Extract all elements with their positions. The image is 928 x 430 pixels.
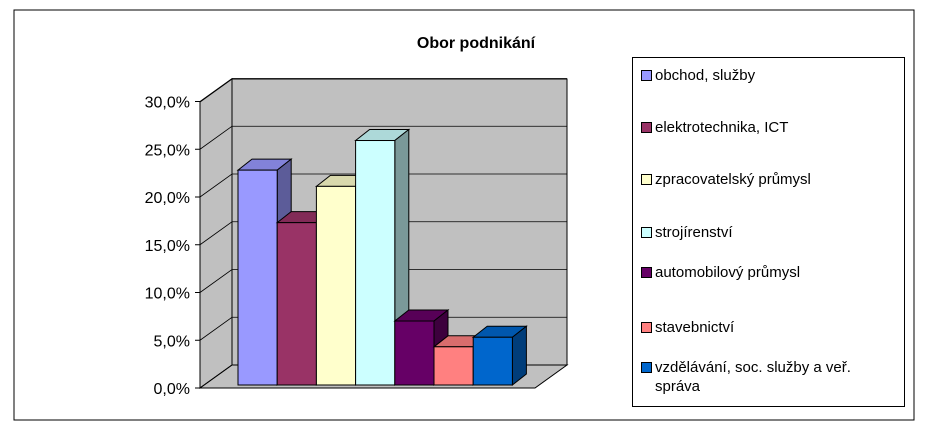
legend: obchod, služby elektrotechnika, ICT zpraco… xyxy=(632,57,905,407)
bar xyxy=(472,336,513,386)
y-tick-label: 0,0% xyxy=(154,381,190,398)
y-tick-label: 20,0% xyxy=(145,190,190,207)
legend-item: zpracovatelský průmysl xyxy=(641,170,891,189)
chart-title: Obor podnikání xyxy=(417,35,536,52)
bar-side xyxy=(511,325,527,387)
legend-swatch xyxy=(641,267,652,278)
bar xyxy=(355,140,396,386)
legend-swatch xyxy=(641,122,652,133)
legend-item: obchod, služby xyxy=(641,66,891,85)
legend-label: obchod, služby xyxy=(655,67,756,84)
legend-label: zpracovatelský průmysl xyxy=(655,171,811,188)
bar xyxy=(276,222,317,386)
y-tick-label: 10,0% xyxy=(145,286,190,303)
legend-label: automobilový průmysl xyxy=(655,264,801,281)
y-tick-label: 5,0% xyxy=(154,333,190,350)
legend-item: vzdělávání, soc. služby a veř. správa xyxy=(641,358,891,396)
grid-line xyxy=(199,269,567,293)
legend-item: automobilový průmysl xyxy=(641,263,891,282)
legend-swatch xyxy=(641,362,652,373)
grid-line xyxy=(199,316,567,341)
legend-label: vzdělávání, soc. služby a veř. správa xyxy=(655,359,851,395)
legend-label: stavebnictví xyxy=(655,319,735,336)
legend-item: elektrotechnika, ICT xyxy=(641,118,891,137)
grid-line xyxy=(199,221,567,246)
bar xyxy=(433,346,474,386)
grid-line xyxy=(199,125,567,150)
legend-swatch xyxy=(641,322,652,333)
legend-swatch xyxy=(641,227,652,238)
grid-line xyxy=(199,78,567,102)
legend-swatch xyxy=(641,70,652,81)
legend-item: strojírenství xyxy=(641,223,891,242)
y-tick-label: 15,0% xyxy=(145,238,190,255)
y-tick-label: 30,0% xyxy=(145,95,190,112)
legend-swatch xyxy=(641,174,652,185)
y-tick-label: 25,0% xyxy=(145,142,190,159)
legend-label: elektrotechnika, ICT xyxy=(655,119,789,136)
bar xyxy=(237,169,278,386)
legend-item: stavebnictví xyxy=(641,318,891,337)
grid-line xyxy=(199,173,567,198)
bar xyxy=(315,185,357,386)
legend-label: strojírenství xyxy=(655,224,733,241)
bar xyxy=(394,320,435,386)
